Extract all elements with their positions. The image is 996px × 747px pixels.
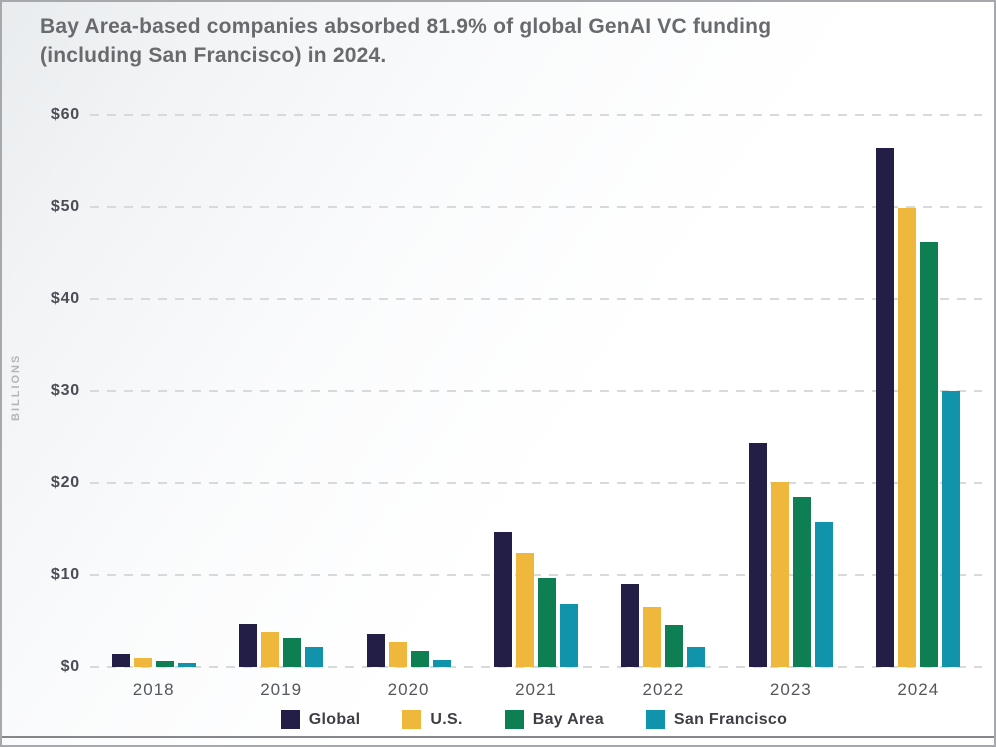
bar-2022-u-s- [643, 607, 662, 667]
bar-2023-global [748, 443, 767, 667]
bar-2020-bay-area [410, 651, 429, 667]
legend-label: Global [308, 710, 361, 728]
legend-label: Bay Area [532, 710, 604, 728]
bar-2021-u-s- [515, 552, 534, 667]
bar-2018-san-francisco [177, 663, 196, 667]
bar-2024-u-s- [898, 207, 917, 667]
x-tick-label-2024: 2024 [897, 680, 940, 699]
bar-2021-bay-area [537, 577, 556, 667]
y-tick-label-$30: $30 [50, 382, 80, 399]
x-tick-label-2022: 2022 [642, 680, 685, 699]
bar-2020-u-s- [388, 642, 407, 667]
bar-2018-bay-area [155, 660, 174, 667]
bars-2022 [621, 115, 706, 667]
bar-group-2018: 2018 [90, 115, 217, 699]
chart-title: Bay Area-based companies absorbed 81.9% … [40, 15, 772, 67]
gridline-$30 [90, 390, 982, 392]
bar-group-2019: 2019 [217, 115, 344, 699]
legend-label: U.S. [430, 710, 463, 728]
gridline-$50 [90, 206, 982, 208]
x-tick-label-2019: 2019 [260, 680, 303, 699]
bar-2022-bay-area [665, 624, 684, 667]
bar-2023-san-francisco [814, 521, 833, 667]
y-tick-label-$20: $20 [50, 474, 80, 491]
y-tick-label-$40: $40 [50, 290, 80, 307]
chart-legend: Global U.S. Bay Area San Francisco [38, 710, 996, 729]
bar-2019-global [239, 623, 258, 667]
bars-2019 [239, 115, 324, 667]
bottom-divider [2, 736, 994, 738]
bar-groups: 2018 2019 2020 2021 2022 2023 2024 [90, 115, 982, 699]
y-axis-label: BILLIONS [10, 353, 22, 421]
bar-2021-global [493, 531, 512, 667]
bar-2023-u-s- [770, 482, 789, 667]
bar-2024-global [876, 148, 895, 667]
legend-swatch-icon [504, 710, 524, 729]
bar-2019-bay-area [283, 637, 302, 667]
y-tick-label-$0: $0 [60, 658, 80, 675]
bar-2022-san-francisco [687, 646, 706, 667]
gridline-$60 [90, 114, 982, 116]
bar-2018-global [111, 654, 130, 667]
bar-group-2023: 2023 [727, 115, 854, 699]
bar-group-2024: 2024 [855, 115, 982, 699]
bar-2024-san-francisco [942, 391, 961, 667]
legend-item-bay-area: Bay Area [504, 710, 604, 729]
bars-2020 [366, 115, 451, 667]
gridline-$0 [90, 666, 982, 668]
legend-swatch-icon [402, 710, 422, 729]
gridline-$10 [90, 574, 982, 576]
bar-2019-u-s- [261, 632, 280, 667]
legend-item-u-s-: U.S. [402, 710, 462, 729]
y-tick-label-$10: $10 [50, 566, 80, 583]
bar-group-2022: 2022 [600, 115, 727, 699]
legend-swatch-icon [645, 710, 665, 729]
bar-2021-san-francisco [559, 603, 578, 667]
plot-area: $0 $10 $20 $30 $40 $50 $60 2018 2019 2020 2021 2022… [51, 107, 982, 699]
legend-item-san-francisco: San Francisco [645, 710, 788, 729]
bars-2021 [493, 115, 578, 667]
bar-2020-global [366, 633, 385, 667]
bar-2024-bay-area [920, 241, 939, 667]
bar-2018-u-s- [133, 657, 152, 667]
gridline-$40 [90, 298, 982, 300]
x-tick-label-2020: 2020 [387, 680, 430, 699]
y-tick-label-$60: $60 [50, 106, 80, 123]
bars-2023 [748, 115, 833, 667]
bar-2022-global [621, 584, 640, 667]
bar-2023-bay-area [792, 496, 811, 667]
legend-item-global: Global [280, 710, 361, 729]
y-tick-label-$50: $50 [50, 198, 80, 215]
bars-2018 [111, 115, 196, 667]
bar-2019-san-francisco [305, 646, 324, 667]
gridline-$20 [90, 482, 982, 484]
x-tick-label-2023: 2023 [769, 680, 812, 699]
x-tick-label-2021: 2021 [515, 680, 557, 699]
x-tick-label-2018: 2018 [132, 680, 175, 699]
bar-2020-san-francisco [432, 659, 451, 667]
legend-swatch-icon [280, 710, 300, 729]
bars-2024 [876, 115, 961, 667]
bar-group-2020: 2020 [345, 115, 472, 699]
bar-group-2021: 2021 [472, 115, 599, 699]
legend-label: San Francisco [673, 710, 788, 728]
